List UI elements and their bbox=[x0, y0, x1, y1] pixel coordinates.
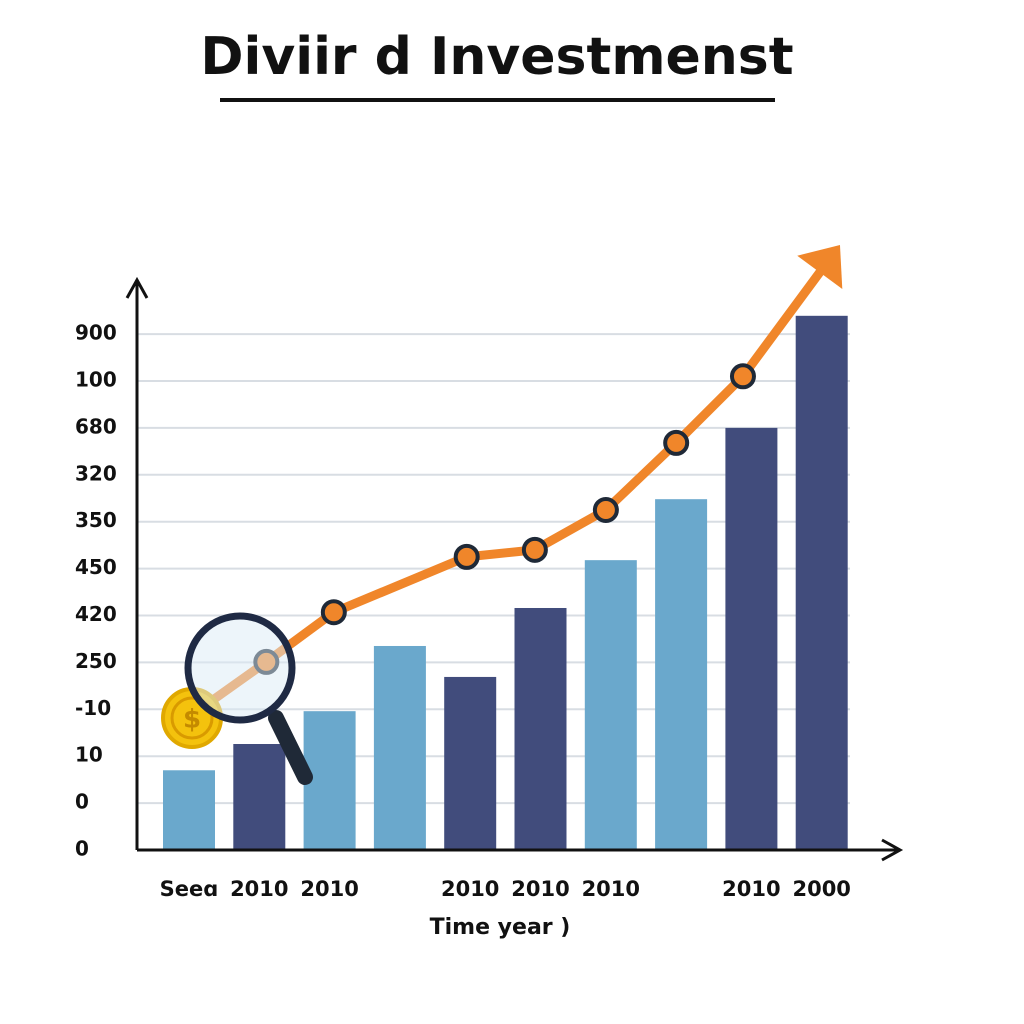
x-axis-arrow bbox=[881, 838, 904, 862]
chart-title: Diviir d Investmenst bbox=[200, 27, 793, 87]
bar bbox=[514, 607, 567, 850]
y-tick-label: 10 bbox=[75, 743, 103, 767]
bar bbox=[303, 711, 356, 850]
y-axis-arrow bbox=[125, 276, 149, 299]
trend-arrowhead bbox=[797, 244, 843, 289]
x-tick-label: 2010 bbox=[441, 877, 499, 901]
bar bbox=[725, 427, 778, 850]
y-tick-label: 450 bbox=[75, 555, 117, 579]
trend-point bbox=[592, 496, 619, 523]
trend-point bbox=[320, 599, 347, 626]
x-tick-label: 2010 bbox=[300, 877, 358, 901]
x-tick-label: 2010 bbox=[230, 877, 288, 901]
bar bbox=[163, 770, 215, 850]
x-tick-label: 2010 bbox=[582, 877, 640, 901]
y-tick-label: 0 bbox=[75, 837, 89, 861]
magnifier-icon bbox=[184, 612, 313, 785]
bar bbox=[584, 560, 637, 850]
x-tick-label: 2010 bbox=[722, 877, 780, 901]
x-tick-label: Seeɑ bbox=[160, 877, 219, 901]
coin-ring bbox=[170, 696, 214, 740]
y-tick-label: 100 bbox=[75, 368, 117, 392]
y-tick-label: 320 bbox=[75, 461, 117, 485]
bar bbox=[444, 676, 497, 850]
trend-point bbox=[663, 429, 690, 456]
trend-point bbox=[521, 536, 548, 563]
magnifier-lens bbox=[184, 612, 296, 724]
axes bbox=[125, 276, 904, 862]
bar bbox=[795, 315, 848, 851]
y-tick-label: 0 bbox=[75, 790, 89, 814]
bar bbox=[373, 645, 426, 850]
coin-symbol: $ bbox=[183, 705, 201, 735]
y-tick-label: 900 bbox=[75, 321, 117, 345]
magnifier-handle bbox=[268, 710, 313, 785]
trend-point bbox=[453, 543, 480, 570]
y-tick-label: 680 bbox=[75, 414, 117, 438]
y-tick-label: 350 bbox=[75, 508, 117, 532]
x-axis-label: Time year ) bbox=[430, 915, 571, 940]
y-tick-label: 420 bbox=[75, 602, 117, 626]
trend-point bbox=[729, 363, 756, 390]
y-tick-label: 250 bbox=[75, 649, 117, 673]
bar bbox=[655, 499, 708, 850]
x-tick-label: 2000 bbox=[792, 877, 850, 901]
y-tick-label: -10 bbox=[75, 696, 111, 720]
x-tick-label: 2010 bbox=[511, 877, 569, 901]
bars bbox=[163, 315, 848, 851]
bar bbox=[233, 744, 286, 850]
